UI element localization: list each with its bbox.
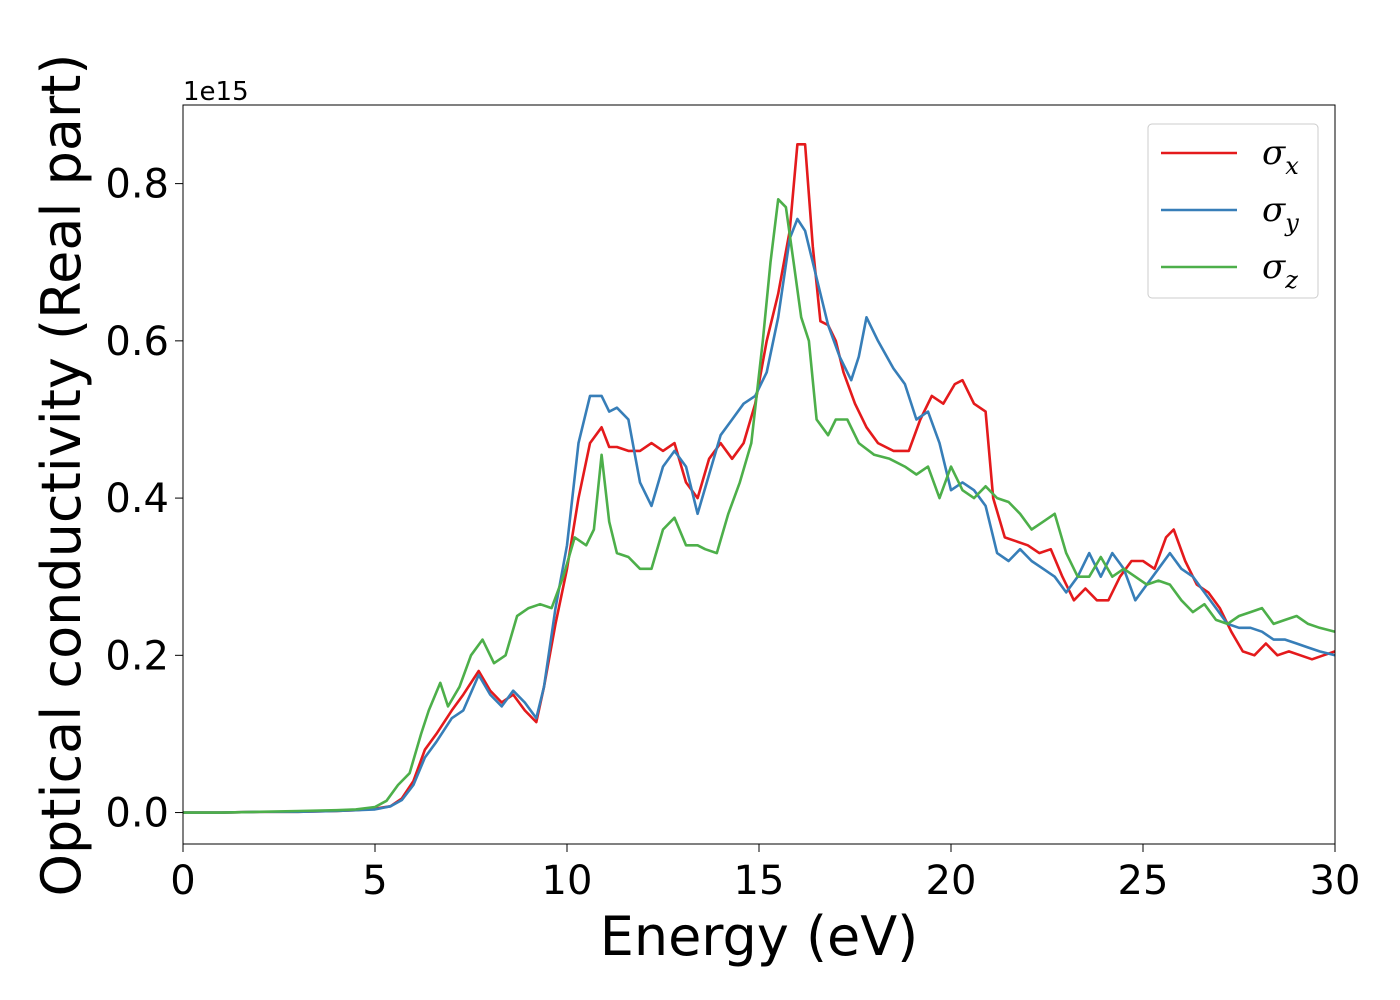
y-offset-label: 1e15 — [183, 77, 249, 107]
x-tick-label: 10 — [542, 858, 593, 904]
y-axis-label: Optical conductivity (Real part) — [30, 54, 93, 897]
x-tick-label: 20 — [926, 858, 977, 904]
x-axis-label: Energy (eV) — [600, 905, 919, 968]
legend-label-z: σz — [1262, 247, 1298, 294]
y-tick-label: 0.2 — [105, 633, 169, 679]
x-tick-label: 30 — [1310, 858, 1361, 904]
series-line-z — [183, 198, 1336, 814]
x-tick-label: 15 — [734, 858, 785, 904]
x-tick-label: 0 — [170, 858, 195, 904]
y-tick-label: 0.0 — [105, 791, 169, 837]
series-line-y — [183, 217, 1336, 814]
legend-label-y: σy — [1262, 190, 1299, 237]
y-tick-label: 0.6 — [105, 319, 169, 365]
y-axis: 0.0 0.2 0.4 0.6 0.8 — [105, 162, 183, 837]
y-tick-label: 0.8 — [105, 162, 169, 208]
y-tick-label: 0.4 — [105, 476, 169, 522]
legend-label-x: σx — [1262, 133, 1299, 180]
x-tick-label: 25 — [1118, 858, 1169, 904]
legend: σx σy σz — [1147, 123, 1319, 299]
x-tick-label: 5 — [362, 858, 387, 904]
x-axis: 0 5 10 15 20 25 30 — [170, 844, 1360, 904]
series-line-x — [183, 143, 1336, 814]
series-layer — [183, 143, 1336, 814]
